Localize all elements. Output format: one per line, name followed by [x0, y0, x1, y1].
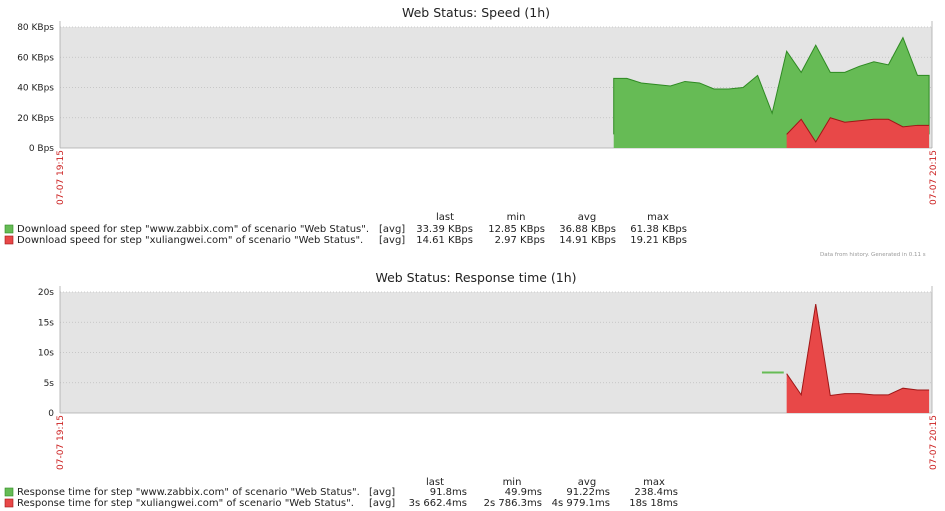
speed-legend-avg-1: 14.91 KBps [559, 235, 616, 246]
speed-x-end-label: 07-07 20:15 [929, 150, 939, 205]
response-legend-min-1: 2s 786.3ms [484, 498, 542, 509]
speed-legend-name-0: Download speed for step "www.zabbix.com"… [17, 224, 369, 235]
response-legend-last-0: 91.8ms [430, 487, 467, 498]
response-y-tick-label: 15s [38, 318, 54, 328]
speed-series-0-area [613, 37, 930, 148]
speed-legend-avg-0: 36.88 KBps [559, 224, 616, 235]
response-y-tick-label: 20s [38, 288, 54, 298]
speed-legend-header-max: max [647, 212, 669, 223]
response-series-1-line [786, 304, 930, 397]
speed-legend-min-0: 12.85 KBps [488, 224, 545, 235]
response-series-1-area [786, 304, 930, 413]
speed-legend-swatch-red [4, 235, 14, 245]
speed-x-start-label: 07-07 19:15 [56, 150, 66, 205]
speed-y-tick-label: 20 KBps [17, 114, 54, 124]
response-legend-name-1: Response time for step "xuliangwei.com" … [17, 498, 354, 509]
speed-legend-last-1: 14.61 KBps [416, 235, 473, 246]
response-legend-header-avg: avg [578, 477, 596, 488]
speed-y-tick-label: 80 KBps [17, 23, 54, 33]
response-legend-avg-0: 91.22ms [566, 487, 610, 498]
response-legend-max-1: 18s 18ms [629, 498, 678, 509]
response-x-start-label: 07-07 19:15 [56, 415, 66, 470]
speed-legend-max-0: 61.38 KBps [630, 224, 687, 235]
response-legend-header-last: last [426, 477, 444, 488]
response-time-chart: Web Status: Response time (1h) 0 5s 10s 15s… [4, 270, 939, 509]
speed-legend-header-last: last [436, 212, 454, 223]
response-legend-name-0: Response time for step "www.zabbix.com" … [17, 487, 360, 498]
response-legend: last min avg max Response time for step … [4, 477, 678, 509]
speed-legend-min-1: 2.97 KBps [495, 235, 545, 246]
speed-y-tick-label: 40 KBps [17, 84, 54, 94]
speed-series-1-line [786, 117, 930, 143]
response-legend-header-max: max [643, 477, 665, 488]
response-y-tick-label: 0 [48, 409, 54, 419]
response-legend-header-min: min [503, 477, 522, 488]
speed-chart: Web Status: Speed (1h) 0 Bps 20 KBps 40 KB… [4, 5, 939, 258]
speed-legend-header-min: min [507, 212, 526, 223]
speed-legend-last-0: 33.39 KBps [416, 224, 473, 235]
response-legend-min-0: 49.9ms [505, 487, 542, 498]
speed-series-1-area [786, 117, 930, 148]
response-legend-agg-0: [avg] [369, 487, 395, 498]
speed-y-tick-label: 0 Bps [29, 144, 54, 154]
response-y-tick-label: 10s [38, 349, 54, 359]
response-x-end-label: 07-07 20:15 [929, 415, 939, 470]
speed-legend-agg-0: [avg] [379, 224, 405, 235]
speed-legend-header-avg: avg [578, 212, 596, 223]
speed-footnote: Data from history. Generated in 0.11 s [820, 252, 926, 258]
response-legend-agg-1: [avg] [369, 498, 395, 509]
response-legend-swatch-green [4, 487, 14, 497]
speed-y-tick-label: 60 KBps [17, 53, 54, 63]
response-chart-title: Web Status: Response time (1h) [375, 270, 576, 285]
speed-legend-agg-1: [avg] [379, 235, 405, 246]
response-legend-swatch-red [4, 498, 14, 508]
speed-legend-name-1: Download speed for step "xuliangwei.com"… [17, 235, 363, 246]
response-legend-last-1: 3s 662.4ms [409, 498, 467, 509]
response-legend-avg-1: 4s 979.1ms [552, 498, 610, 509]
response-legend-max-0: 238.4ms [634, 487, 678, 498]
speed-legend-swatch-green [4, 224, 14, 234]
speed-chart-title: Web Status: Speed (1h) [402, 5, 550, 20]
speed-legend: last min avg max Download speed for step… [4, 212, 687, 246]
speed-legend-max-1: 19.21 KBps [630, 235, 687, 246]
response-y-tick-label: 5s [44, 379, 55, 389]
speed-series-0-line [613, 36, 930, 135]
